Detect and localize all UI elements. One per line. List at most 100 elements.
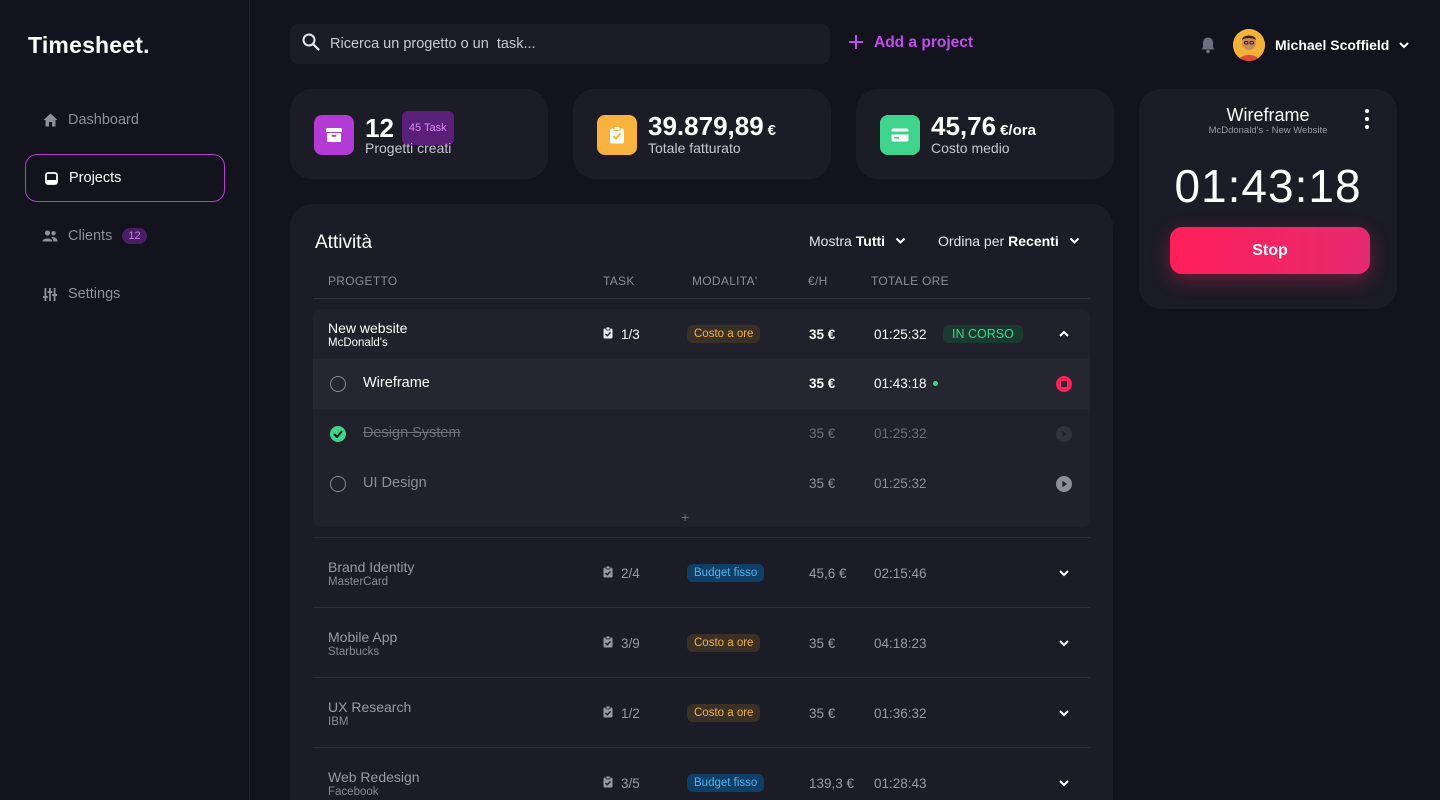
credit-card-icon [880,115,920,155]
row-divider [313,677,1090,678]
table-row[interactable]: Mobile App Starbucks 3/9 Costo a ore 35 … [313,618,1090,668]
task-count: 3/5 [603,775,640,791]
user-name[interactable]: Michael Scoffield [1275,37,1390,53]
play-icon[interactable] [1056,426,1072,442]
filter-show-dropdown[interactable]: Mostra Tutti [809,233,906,249]
stat-label: Totale fatturato [648,140,741,156]
subtask-rate: 35 € [809,376,836,391]
home-icon [42,112,58,128]
app-logo[interactable]: Timesheet. [28,32,150,58]
search-bar[interactable] [290,24,830,64]
more-options-icon[interactable] [1364,109,1370,129]
stop-icon[interactable] [1056,376,1072,392]
table-row[interactable]: New website McDonald's 1/3 Costo a ore 3… [313,309,1090,359]
project-name: Brand Identity [328,559,415,575]
column-header-mode[interactable]: MODALITA' [692,274,758,288]
clipboard-icon [603,775,613,791]
task-count-value: 3/9 [621,636,640,651]
project-client: MasterCard [328,576,389,588]
inbox-icon [43,170,59,186]
table-row[interactable]: Web Redesign Facebook 3/5 Budget fisso 1… [313,758,1090,800]
task-radio[interactable] [330,476,346,492]
add-project-button[interactable]: Add a project [848,33,973,53]
total-hours: 04:18:23 [874,636,927,651]
column-header-task[interactable]: TASK [603,274,635,288]
mode-badge: Budget fisso [687,774,765,792]
task-count: 2/4 [603,565,640,581]
mode-badge: Costo a ore [687,634,761,652]
running-dot-icon [932,381,938,386]
average-cost: 45,76 [931,111,997,141]
table-row[interactable]: Brand Identity MasterCard 2/4 Budget fis… [313,548,1090,598]
sidebar-item-label: Settings [68,286,121,302]
sidebar-item-dashboard[interactable]: Dashboard [25,96,225,144]
clipboard-icon [603,705,613,721]
timer-card: Wireframe McDdonald's - New Website 01:4… [1139,89,1397,309]
project-name: Web Redesign [328,769,420,785]
subtask-name: UI Design [363,475,427,491]
column-header-total-hours[interactable]: TOTALE ORE [871,274,949,288]
project-client: McDonald's [328,337,388,349]
mode-badge: Costo a ore [687,325,761,343]
play-icon[interactable] [1056,476,1072,492]
users-icon [42,228,58,244]
search-input[interactable] [330,36,810,52]
chevron-down-icon[interactable] [1056,565,1072,581]
bell-icon[interactable] [1199,36,1217,54]
total-hours: 01:36:32 [874,706,927,721]
stat-card-billed: 39.879,89 € Totale fatturato [573,89,831,179]
clipboard-icon [603,326,613,342]
sidebar-item-label: Projects [69,170,122,186]
task-count-value: 2/4 [621,566,640,581]
table-row[interactable]: UX Research IBM 1/2 Costo a ore 35 € 01:… [313,688,1090,738]
stop-button[interactable]: Stop [1170,227,1370,274]
task-count-value: 1/3 [621,327,640,342]
add-subtask-button[interactable]: + [681,509,690,525]
hourly-rate: 139,3 € [809,776,855,791]
add-project-label: Add a project [874,34,974,51]
sidebar: Timesheet. Dashboard Projects Clients 12… [0,0,250,800]
clipboard-icon [603,635,613,651]
mode-badge: Costo a ore [687,704,761,722]
stat-card-average-cost: 45,76 €/ora Costo medio [856,89,1114,179]
currency-unit: € [767,122,777,139]
clipboard-icon [603,565,613,581]
column-header-rate[interactable]: €/H [808,274,828,288]
total-hours: 02:15:46 [874,566,927,581]
subtask-row[interactable]: Design System 35 € 01:25:32 [313,409,1090,459]
total-hours: 01:28:43 [874,776,927,791]
activity-title: Attività [315,232,373,253]
filter-sort-label: Ordina per [938,233,1005,249]
task-radio[interactable] [330,376,346,392]
mode-badge: Budget fisso [687,564,765,582]
chevron-down-icon[interactable] [1056,635,1072,651]
task-count-badge: 45 Task [401,111,454,145]
project-name: UX Research [328,699,412,715]
subtask-row[interactable]: Wireframe 35 € 01:43:18 [313,359,1090,409]
timer-task-title: Wireframe [1226,105,1310,125]
hourly-rate: 35 € [809,706,836,721]
sidebar-item-clients[interactable]: Clients 12 [25,212,225,260]
status-badge: IN CORSO [943,325,1023,343]
stat-value: 39.879,89 € [648,111,776,146]
row-divider [313,607,1090,608]
chevron-down-icon[interactable] [1056,705,1072,721]
sidebar-item-projects[interactable]: Projects [25,154,225,202]
billed-total: 39.879,89 [648,111,764,141]
filter-sort-dropdown[interactable]: Ordina per Recenti [938,233,1080,249]
chevron-up-icon[interactable] [1056,326,1072,342]
chevron-down-icon [1069,233,1080,249]
project-client: Starbucks [328,646,380,658]
chevron-down-icon[interactable] [1398,38,1410,56]
column-header-project[interactable]: PROGETTO [328,274,398,288]
hourly-rate: 35 € [809,636,836,651]
sidebar-item-settings[interactable]: Settings [25,270,225,318]
checkmark-icon[interactable] [330,426,346,442]
subtask-row[interactable]: UI Design 35 € 01:25:32 [313,459,1090,509]
avatar[interactable] [1233,29,1265,61]
row-divider [313,747,1090,748]
filter-show-value: Tutti [855,233,886,249]
chevron-down-icon[interactable] [1056,775,1072,791]
subtask-hours: 01:25:32 [874,426,927,441]
archive-icon [314,115,354,155]
